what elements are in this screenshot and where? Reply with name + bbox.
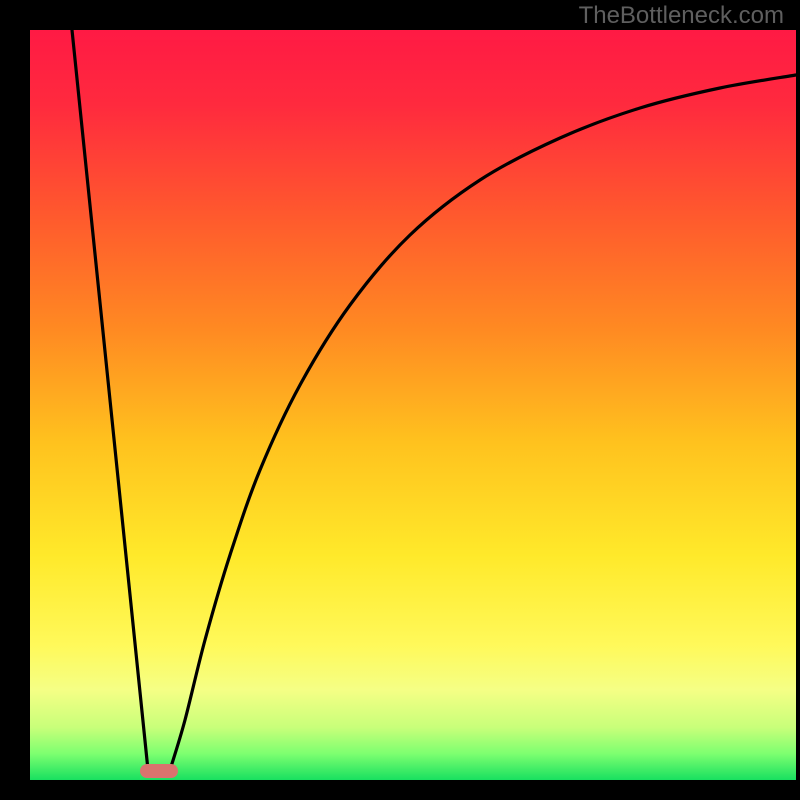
chart-container: TheBottleneck.com: [0, 0, 800, 800]
plot-gradient-area: [30, 30, 796, 780]
watermark-text: TheBottleneck.com: [579, 2, 784, 30]
